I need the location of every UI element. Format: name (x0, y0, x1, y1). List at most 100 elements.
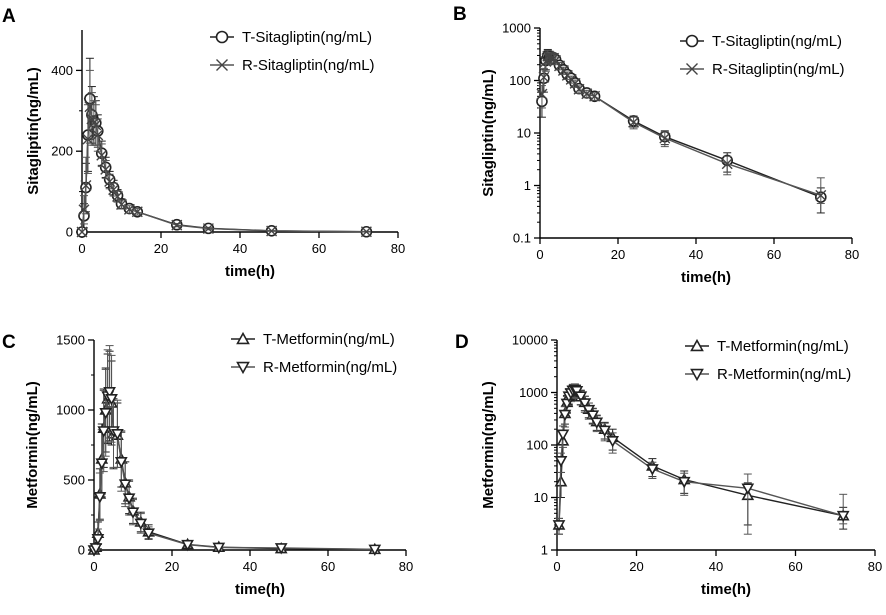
data-point (89, 543, 103, 555)
x-tick-label: 60 (767, 247, 781, 262)
y-axis-title: Sitagliptin(ng/mL) (480, 69, 497, 196)
data-point (131, 206, 143, 218)
series-line (81, 98, 367, 233)
data-point (76, 226, 88, 238)
data-point (581, 88, 593, 100)
data-point (202, 223, 214, 235)
x-tick-label: 40 (243, 559, 257, 574)
legend-marker (216, 59, 228, 71)
data-point (122, 493, 136, 505)
data-point (741, 483, 755, 495)
data-point (93, 492, 107, 504)
legend-label: T-Metformin(ng/mL) (717, 338, 849, 355)
y-tick-label: 1000 (519, 385, 548, 400)
x-tick-label: 20 (165, 559, 179, 574)
data-point (836, 510, 850, 523)
legend-marker (690, 338, 704, 352)
data-point (578, 398, 592, 410)
x-axis-title: time(h) (701, 581, 751, 598)
series-circle (76, 57, 373, 238)
data-point (97, 426, 111, 438)
x-tick-label: 0 (553, 559, 560, 574)
panel-c: C 0 20 40 60 80 0 500 1000 1500 time(h) Metformin(n… (2, 331, 413, 598)
data-point (103, 387, 116, 399)
series-line (93, 394, 375, 551)
data-point (659, 132, 671, 144)
data-point (586, 410, 600, 422)
y-axis-title: Metformin(ng/mL) (24, 381, 41, 508)
y-tick-label: 100 (526, 438, 548, 453)
y-tick-label: 1500 (56, 333, 85, 348)
series-triangle-up (552, 383, 850, 535)
data-point (84, 101, 96, 113)
data-point (114, 457, 128, 469)
data-point (536, 88, 548, 100)
data-point (104, 176, 116, 187)
data-point (112, 190, 124, 202)
data-point (721, 158, 733, 170)
panel-d: D 0 20 40 60 80 1 10 100 1000 10000 time(h) Metformi… (455, 332, 882, 598)
x-tick-label: 20 (611, 247, 625, 262)
data-point (815, 189, 827, 201)
data-point (116, 199, 127, 211)
legend-marker (236, 361, 250, 375)
data-point (111, 429, 124, 441)
data-point (82, 133, 94, 145)
y-tick-label: 0.1 (513, 231, 531, 246)
data-point (646, 464, 659, 476)
x-tick-label: 40 (709, 559, 723, 574)
panel-letter: B (453, 4, 467, 25)
series-triangle-down (552, 383, 850, 535)
data-point (108, 184, 120, 196)
y-tick-label: 0 (66, 225, 73, 240)
legend-label: R-Sitagliptin(ng/mL) (712, 61, 845, 78)
data-point (573, 83, 585, 95)
data-point (606, 436, 620, 448)
data-point (90, 119, 102, 131)
data-point (590, 417, 604, 430)
data-point (538, 71, 550, 83)
y-tick-label: 1 (541, 543, 548, 558)
x-tick-label: 60 (788, 559, 802, 574)
y-tick-label: 10 (517, 126, 531, 141)
legend-label: R-Sitagliptin(ng/mL) (242, 57, 375, 74)
panel-letter: C (2, 332, 16, 353)
x-tick-label: 0 (90, 559, 97, 574)
panel-b: B 0 20 40 60 80 0.1 1 10 100 1000 time(h) Sitaglipti… (453, 4, 859, 286)
x-tick-label: 80 (391, 241, 405, 256)
data-point (105, 394, 118, 406)
data-point (368, 544, 382, 557)
series-x (76, 69, 372, 238)
x-tick-label: 40 (689, 247, 703, 262)
data-point (118, 479, 132, 491)
series-x (536, 49, 827, 204)
legend-marker (215, 30, 229, 44)
data-point (181, 539, 194, 552)
x-axis-title: time(h) (235, 581, 285, 598)
data-point (552, 520, 566, 532)
x-tick-label: 0 (536, 247, 543, 262)
data-point (100, 163, 112, 175)
data-point (99, 408, 113, 420)
data-point (544, 51, 556, 63)
x-tick-label: 60 (312, 241, 326, 256)
series-line (558, 388, 844, 525)
legend-marker (690, 368, 704, 382)
legend-marker (236, 331, 250, 345)
x-tick-label: 80 (845, 247, 859, 262)
y-tick-label: 10 (534, 490, 548, 505)
data-point (582, 404, 596, 417)
y-axis-title: Metformin(ng/mL) (480, 381, 497, 508)
data-point (360, 226, 372, 238)
series-triangle-down (87, 345, 382, 557)
legend-marker (686, 63, 698, 75)
x-tick-label: 40 (233, 241, 247, 256)
data-point (598, 425, 612, 438)
data-point (134, 518, 148, 531)
y-axis-title: Sitagliptin(ng/mL) (25, 67, 42, 194)
data-point (95, 458, 109, 470)
legend-label: T-Sitagliptin(ng/mL) (712, 33, 842, 50)
data-point (558, 409, 572, 422)
data-point (171, 219, 183, 231)
